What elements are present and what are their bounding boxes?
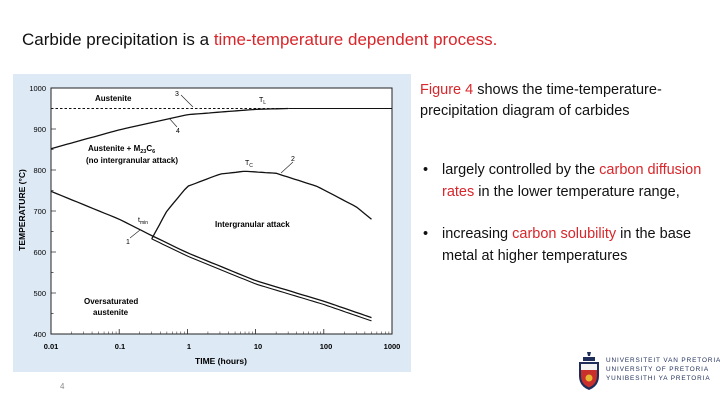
bullet-highlight: carbon diffusion rates — [442, 162, 702, 200]
caption-highlight: Figure 4 — [420, 82, 474, 98]
austenite-label: Austenite — [95, 94, 132, 103]
plot-area — [50, 87, 393, 335]
y-axis-label: TEMPERATURE (°C) — [17, 169, 27, 251]
tc-label: TC — [245, 160, 253, 169]
tmin-sub: min — [140, 220, 148, 226]
plot-axes — [50, 87, 393, 335]
x-tick-label: 1000 — [384, 342, 401, 351]
ttp-diagram-panel: 400 500 600 700 800 900 1000 0.01 0.1 1 … — [13, 74, 411, 372]
bullet-post: in the base metal at higher temperatures — [442, 226, 692, 264]
curve-1 — [50, 190, 372, 319]
slide-title: Carbide precipitation is a time-temperat… — [22, 30, 497, 50]
university-name: UNIVERSITEIT VAN PRETORIA UNIVERSITY OF … — [606, 356, 720, 383]
title-highlight: time-temperature dependent process. — [213, 30, 498, 49]
university-logo: UNIVERSITEIT VAN PRETORIA UNIVERSITY OF … — [575, 350, 720, 394]
tmin-label: tmin — [138, 217, 148, 226]
y-tick-label: 900 — [33, 125, 46, 134]
leader-3 — [180, 94, 194, 108]
x-axis-label: TIME (hours) — [195, 356, 247, 366]
bullet-dot: • — [423, 226, 429, 242]
tc-main: T — [245, 160, 250, 167]
bullet-list: • largely controlled by the carbon diffu… — [420, 160, 716, 267]
bullet-pre: largely controlled by the — [442, 162, 600, 178]
y-tick-label: 700 — [33, 207, 46, 216]
x-tick-label: 100 — [320, 342, 333, 351]
x-tick-label: 0.1 — [115, 342, 125, 351]
y-tick-label: 600 — [33, 248, 46, 257]
leader-1 — [129, 229, 141, 239]
austenite-carbide-text: Austenite + M — [88, 144, 141, 153]
bullet-pre: increasing — [442, 226, 513, 242]
tl-main: T — [259, 97, 264, 104]
austenite-carbide-label: Austenite + M23C6 — [88, 144, 155, 155]
tmin-main: t — [138, 217, 140, 224]
curve-2-label: 2 — [291, 156, 295, 163]
x-tick-label: 1 — [187, 342, 191, 351]
bullet-highlight: carbon solubility — [512, 226, 617, 242]
bullet-item: • increasing carbon solubility in the ba… — [420, 224, 716, 267]
ttp-diagram: 400 500 600 700 800 900 1000 0.01 0.1 1 … — [17, 84, 401, 366]
crest-icon — [579, 352, 599, 390]
oversaturated-label-2: austenite — [93, 308, 129, 317]
uni-line: YUNIBESITHI YA PRETORIA — [606, 375, 711, 382]
y-tick-label: 500 — [33, 289, 46, 298]
leader-2 — [280, 161, 294, 174]
no-attack-label: (no intergranular attack) — [86, 156, 178, 165]
y-tick-label: 400 — [33, 330, 46, 339]
bullet-item: • largely controlled by the carbon diffu… — [420, 160, 716, 203]
title-prefix: Carbide precipitation is a — [22, 30, 214, 49]
intergranular-label: Intergranular attack — [215, 220, 290, 229]
curve-4-label: 4 — [176, 128, 180, 135]
carbide-c: C — [146, 144, 152, 153]
bullet-dot: • — [423, 162, 429, 178]
subscript-23: 23 — [140, 149, 146, 155]
caption-rest: shows the time-temperature-precipitation… — [420, 82, 662, 119]
uni-line: UNIVERSITEIT VAN PRETORIA — [606, 357, 720, 364]
curve-3-label: 3 — [175, 91, 179, 98]
x-tick-label: 0.01 — [44, 342, 59, 351]
curve-1-label: 1 — [126, 239, 130, 246]
figure-caption: Figure 4 shows the time-temperature-prec… — [420, 80, 716, 122]
y-tick-label: 800 — [33, 166, 46, 175]
y-tick-label: 1000 — [29, 84, 46, 93]
subscript-6: 6 — [152, 149, 155, 155]
ticks — [50, 87, 393, 335]
curves — [50, 107, 392, 322]
curve-1-lower — [151, 238, 372, 322]
text-column: Figure 4 shows the time-temperature-prec… — [420, 80, 716, 288]
bullet-post: in the lower temperature range, — [474, 183, 680, 200]
tl-sub: L — [263, 100, 266, 106]
leader-4 — [168, 117, 178, 128]
curve-2 — [151, 170, 372, 240]
x-tick-label: 10 — [254, 342, 262, 351]
page-number: 4 — [60, 382, 65, 391]
tl-label: TL — [259, 97, 266, 106]
tc-sub: C — [249, 163, 253, 169]
oversaturated-label: Oversaturated — [84, 297, 138, 306]
uni-line: UNIVERSITY OF PRETORIA — [606, 366, 710, 373]
